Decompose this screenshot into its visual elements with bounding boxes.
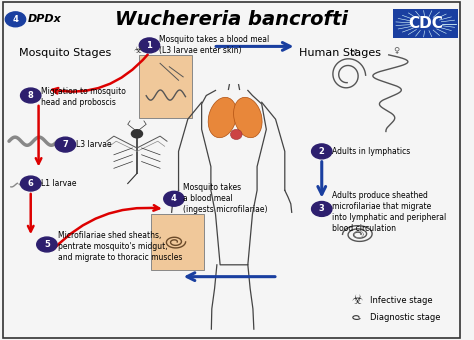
Text: Wuchereria bancrofti: Wuchereria bancrofti: [115, 10, 348, 29]
Text: 4: 4: [171, 194, 177, 203]
Circle shape: [131, 130, 143, 138]
Text: ♀: ♀: [393, 46, 400, 55]
Circle shape: [36, 237, 57, 252]
Text: 6: 6: [28, 179, 34, 188]
Text: Migration to mosquito
head and proboscis: Migration to mosquito head and proboscis: [41, 87, 126, 107]
FancyBboxPatch shape: [151, 214, 204, 270]
Text: L3 larvae: L3 larvae: [76, 140, 111, 149]
Text: Human Stages: Human Stages: [299, 48, 381, 58]
Text: Mosquito takes a blood meal
(L3 larvae enter skin): Mosquito takes a blood meal (L3 larvae e…: [159, 35, 269, 55]
Text: 1: 1: [146, 41, 152, 50]
Text: Adults produce sheathed
microfilariae that migrate
into lymphatic and peripheral: Adults produce sheathed microfilariae th…: [332, 191, 447, 234]
Circle shape: [311, 144, 332, 159]
Text: 8: 8: [28, 91, 34, 100]
Ellipse shape: [208, 97, 237, 138]
Text: Microfilariae shed sheaths,
pentrate mosquito's midgut,
and migrate to thoracic : Microfilariae shed sheaths, pentrate mos…: [57, 231, 182, 262]
FancyBboxPatch shape: [139, 55, 192, 118]
Text: Mosquito Stages: Mosquito Stages: [19, 48, 111, 58]
Ellipse shape: [234, 97, 262, 138]
Circle shape: [55, 137, 75, 152]
Text: CDC: CDC: [408, 16, 443, 31]
Circle shape: [20, 88, 41, 103]
Circle shape: [139, 38, 160, 53]
Circle shape: [5, 12, 26, 27]
Text: ♂: ♂: [349, 48, 357, 57]
Text: L1 larvae: L1 larvae: [41, 179, 77, 188]
Circle shape: [164, 191, 184, 206]
Text: ☣: ☣: [134, 45, 143, 55]
Text: ☣: ☣: [352, 294, 363, 307]
Text: 7: 7: [63, 140, 68, 149]
Text: DPDx: DPDx: [27, 14, 61, 24]
FancyBboxPatch shape: [393, 9, 458, 38]
Text: 5: 5: [44, 240, 50, 249]
Text: 4: 4: [12, 15, 18, 24]
Text: Infective stage: Infective stage: [370, 296, 433, 305]
Text: 2: 2: [319, 147, 325, 156]
Text: Mosquito takes
a blood meal
(ingests microfilariae): Mosquito takes a blood meal (ingests mic…: [183, 183, 268, 215]
Circle shape: [20, 176, 41, 191]
Text: 3: 3: [319, 204, 325, 214]
Text: Adults in lymphatics: Adults in lymphatics: [332, 147, 410, 156]
Ellipse shape: [230, 129, 242, 139]
Text: Diagnostic stage: Diagnostic stage: [370, 313, 441, 322]
Circle shape: [311, 202, 332, 216]
